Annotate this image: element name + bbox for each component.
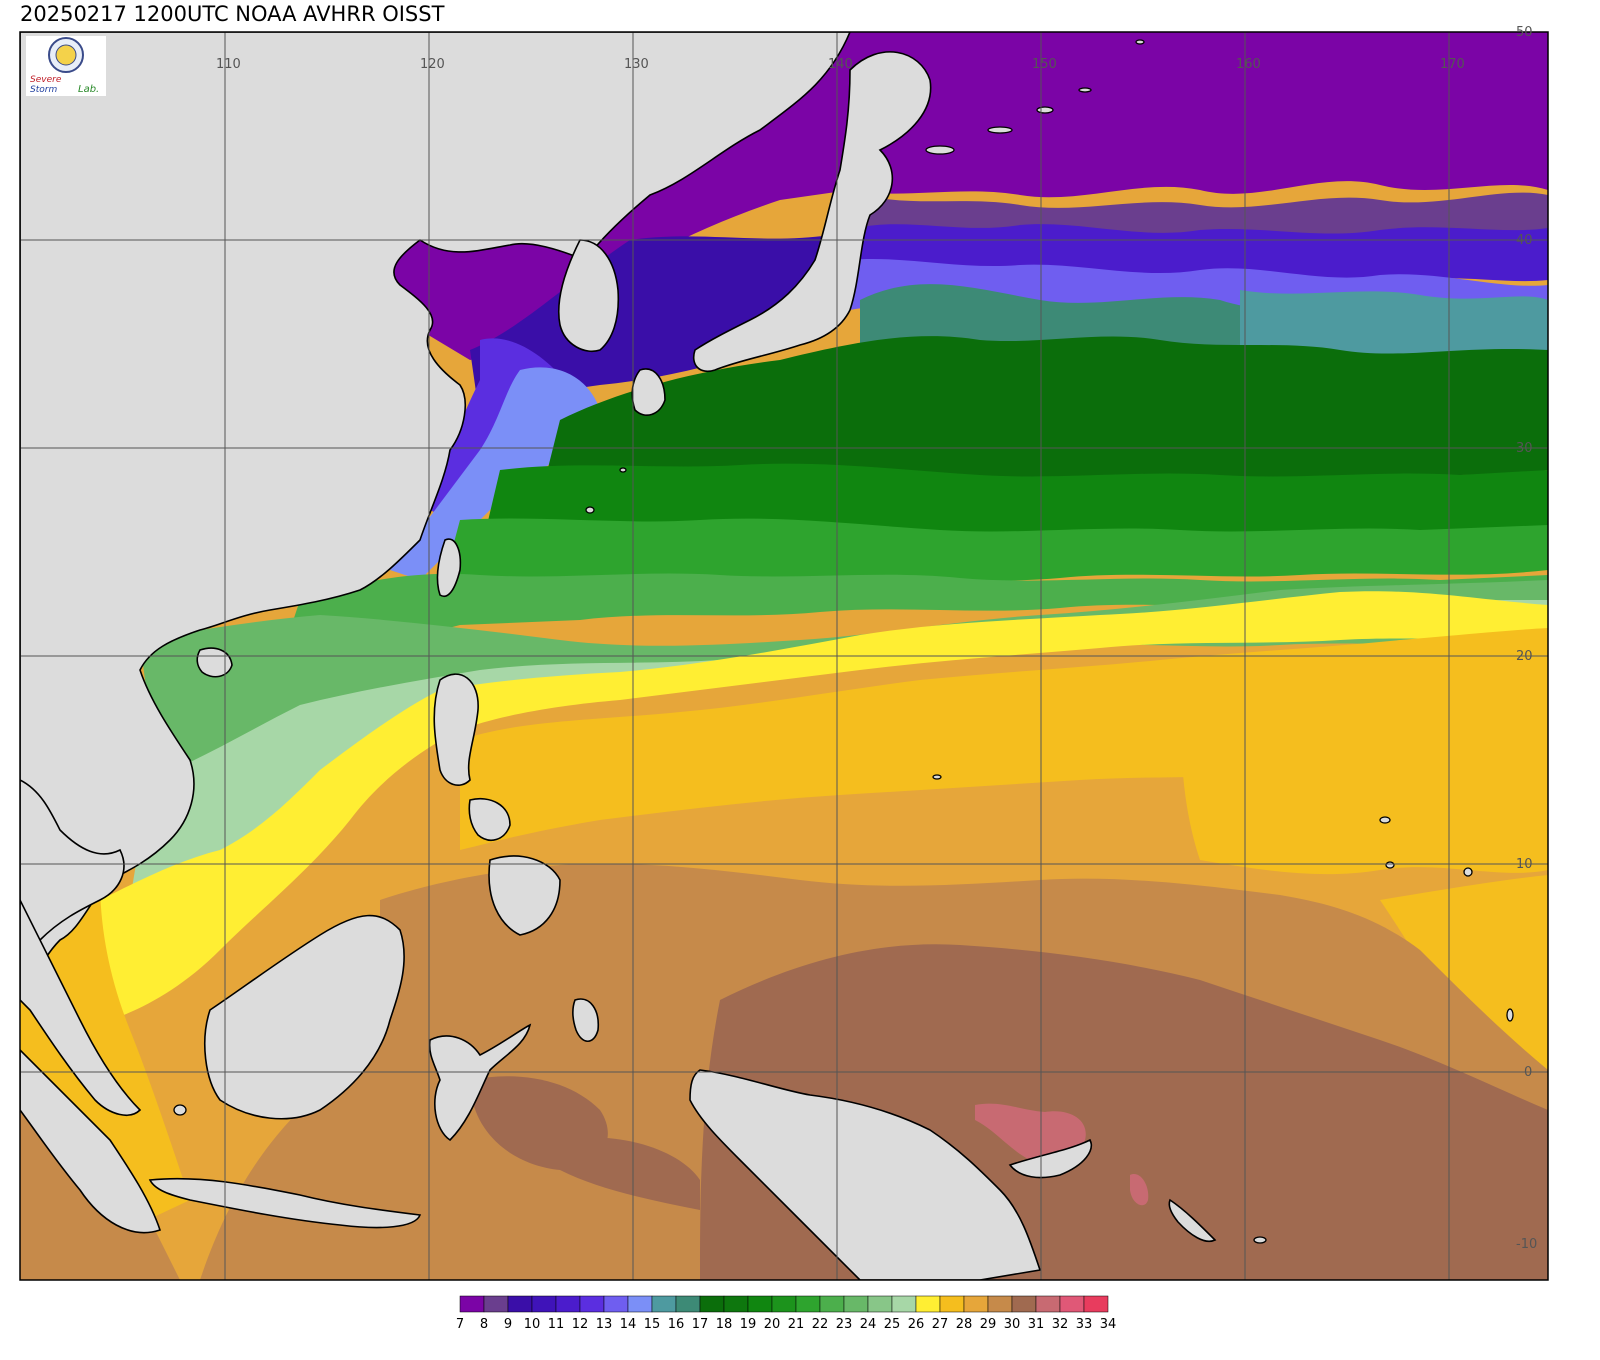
colorbar-swatch — [795, 1295, 821, 1313]
colorbar-swatch — [483, 1295, 509, 1313]
colorbar-swatch — [603, 1295, 629, 1313]
colorbar-swatch — [579, 1295, 605, 1313]
colorbar-label: 13 — [596, 1317, 613, 1332]
new-britain — [1008, 1138, 1092, 1179]
colorbar-swatch — [915, 1295, 941, 1313]
korea-peninsula — [557, 239, 620, 352]
colorbar-swatch — [627, 1295, 653, 1313]
colorbar-label: 21 — [788, 1317, 805, 1332]
japan — [693, 51, 932, 372]
colorbar-label: 30 — [1004, 1317, 1021, 1332]
lon-tick-labels: 110 120 130 140 150 160 170 — [216, 57, 1465, 72]
severe-storm-lab-logo: Severe Storm Lab. — [26, 36, 106, 96]
colorbar-swatch — [819, 1295, 845, 1313]
colorbar-label: 17 — [692, 1317, 709, 1332]
colorbar-label: 23 — [836, 1317, 853, 1332]
colorbar-label: 12 — [572, 1317, 589, 1332]
map-frame — [19, 31, 1549, 1281]
halmahera — [572, 998, 600, 1043]
colorbar-swatch — [651, 1295, 677, 1313]
hainan — [196, 647, 233, 678]
colorbar-label: 11 — [548, 1317, 565, 1332]
solomon-islands — [1168, 1198, 1217, 1242]
colorbar: 7 8 9 10 11 12 13 14 15 16 17 18 19 20 21 22 23 24 25 26 27 2… — [456, 1295, 1117, 1332]
colorbar-swatch — [699, 1295, 725, 1313]
colorbar-label: 15 — [644, 1317, 661, 1332]
colorbar-label: 32 — [1052, 1317, 1069, 1332]
colorbar-label: 7 — [456, 1317, 464, 1332]
lon-tick-label: 170 — [1440, 57, 1465, 72]
colorbar-swatch — [891, 1295, 917, 1313]
logo-text-storm: Storm — [30, 85, 57, 95]
colorbar-swatch — [771, 1295, 797, 1313]
lat-tick-label: 20 — [1516, 649, 1533, 664]
colorbar-swatch — [555, 1295, 581, 1313]
colorbar-swatch — [867, 1295, 893, 1313]
colorbar-swatch — [531, 1295, 557, 1313]
colorbar-label: 29 — [980, 1317, 997, 1332]
colorbar-label: 22 — [812, 1317, 829, 1332]
sulawesi — [428, 1023, 532, 1142]
colorbar-label: 10 — [524, 1317, 541, 1332]
colorbar-label: 16 — [668, 1317, 685, 1332]
colorbar-label: 33 — [1076, 1317, 1093, 1332]
colorbar-swatch — [1059, 1295, 1085, 1313]
borneo — [204, 914, 405, 1120]
colorbar-label: 28 — [956, 1317, 973, 1332]
colorbar-swatch — [987, 1295, 1013, 1313]
colorbar-label: 20 — [764, 1317, 781, 1332]
lat-tick-label: 30 — [1516, 441, 1533, 456]
new-guinea — [689, 1069, 1042, 1280]
lon-tick-label: 110 — [216, 57, 241, 72]
map-title: 20250217 1200UTC NOAA AVHRR OISST — [20, 2, 445, 26]
mindanao — [488, 855, 561, 936]
visayas — [468, 798, 511, 841]
lat-tick-label: -10 — [1516, 1237, 1537, 1252]
lat-tick-label: 0 — [1524, 1065, 1532, 1080]
colorbar-label: 8 — [480, 1317, 488, 1332]
colorbar-swatch — [675, 1295, 701, 1313]
colorbar-swatch — [459, 1295, 485, 1313]
graticule — [20, 32, 1548, 1280]
lat-tick-labels: 50 40 30 20 10 0 -10 — [1516, 25, 1537, 1252]
colorbar-label: 19 — [740, 1317, 757, 1332]
lon-tick-label: 160 — [1236, 57, 1261, 72]
colorbar-swatch — [1011, 1295, 1037, 1313]
colorbar-swatch — [723, 1295, 749, 1313]
colorbar-label: 26 — [908, 1317, 925, 1332]
luzon — [433, 673, 479, 786]
colorbar-label: 14 — [620, 1317, 637, 1332]
colorbar-label: 34 — [1100, 1317, 1117, 1332]
colorbar-label: 31 — [1028, 1317, 1045, 1332]
taiwan — [436, 538, 462, 597]
lon-tick-label: 150 — [1032, 57, 1057, 72]
lon-tick-label: 120 — [420, 57, 445, 72]
colorbar-swatch — [963, 1295, 989, 1313]
colorbar-swatch — [939, 1295, 965, 1313]
colorbar-swatch — [1035, 1295, 1061, 1313]
colorbar-label: 24 — [860, 1317, 877, 1332]
logo-text-lab: Lab. — [78, 84, 99, 95]
lat-tick-label: 10 — [1516, 857, 1533, 872]
lat-tick-label: 50 — [1516, 25, 1533, 40]
colorbar-swatch — [1083, 1295, 1109, 1313]
sumatra — [20, 1048, 162, 1234]
colorbar-label: 18 — [716, 1317, 733, 1332]
colorbar-swatch — [747, 1295, 773, 1313]
logo-text-severe: Severe — [30, 75, 62, 85]
lat-tick-label: 40 — [1516, 233, 1533, 248]
lon-tick-label: 130 — [624, 57, 649, 72]
java — [148, 1177, 422, 1229]
lon-tick-label: 140 — [828, 57, 853, 72]
colorbar-label: 25 — [884, 1317, 901, 1332]
colorbar-label: 9 — [504, 1317, 512, 1332]
colorbar-swatch — [507, 1295, 533, 1313]
colorbar-label: 27 — [932, 1317, 949, 1332]
colorbar-swatch — [843, 1295, 869, 1313]
